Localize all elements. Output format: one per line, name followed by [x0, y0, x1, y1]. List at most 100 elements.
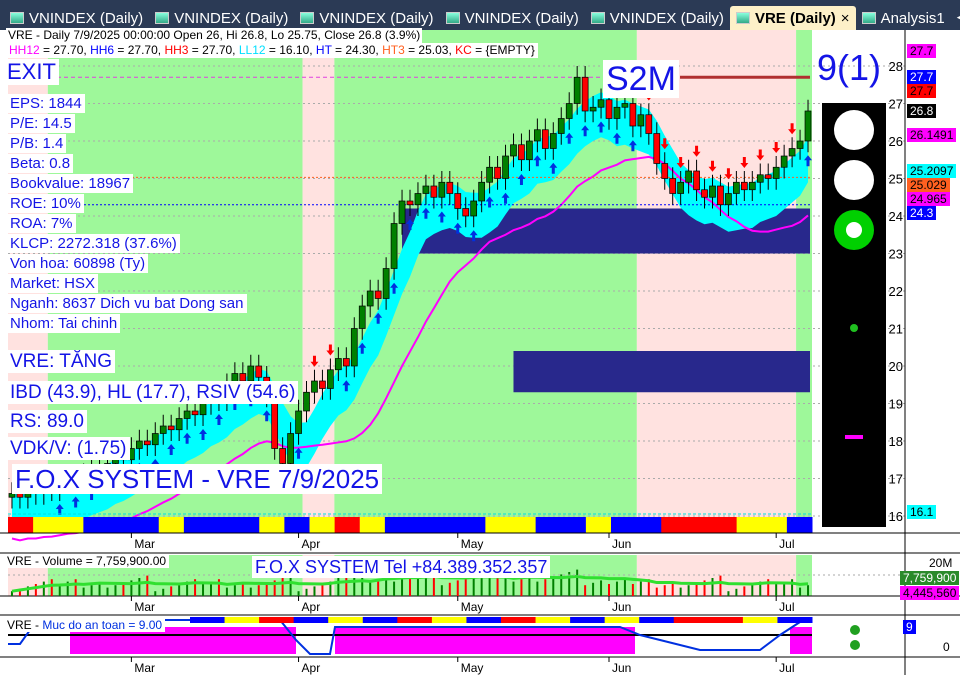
support-line: [11, 155, 809, 542]
buy-arrow-icon: [214, 414, 223, 425]
safety-strip-segment: [293, 617, 329, 623]
candle-body: [669, 178, 677, 194]
tab-1[interactable]: VNINDEX (Daily): [149, 6, 294, 30]
candle-body: [486, 166, 493, 183]
price-tag: 25.2097: [907, 163, 957, 178]
volume-pane-title: VRE - Volume = 7,759,900.00: [4, 554, 170, 568]
month-label: May: [461, 661, 484, 675]
candle-body: [422, 185, 430, 194]
candle-body: [175, 418, 183, 431]
buy-arrow-icon: [612, 132, 621, 144]
candle-body: [645, 114, 653, 134]
candle-body: [159, 425, 167, 434]
pane-ticker: VRE -: [7, 618, 43, 632]
chart-icon: [155, 12, 170, 24]
y-tick-label: 26: [889, 134, 903, 149]
price-tag: 27.7: [907, 84, 937, 99]
candle-body: [327, 369, 334, 389]
status-strip-segment: [686, 517, 712, 533]
safety-strip-segment: [708, 617, 744, 623]
candle-body: [756, 174, 764, 183]
safety-axis-label: 0: [943, 640, 950, 654]
candle-body: [597, 99, 605, 108]
buy-arrow-icon: [565, 132, 574, 144]
tab-label: VNINDEX (Daily): [464, 9, 579, 27]
buy-arrow-icon: [501, 192, 510, 204]
candle-body: [239, 373, 247, 382]
tab-label: VNINDEX (Daily): [174, 9, 289, 27]
candle-body: [295, 410, 302, 434]
tab-5[interactable]: VRE (Daily) ×: [729, 6, 856, 30]
chart-icon: [445, 12, 460, 24]
tab-label: VNINDEX (Daily): [29, 9, 144, 27]
candle-body: [199, 403, 207, 416]
fundamental-9: Market: HSX: [7, 274, 99, 293]
tab-scroll-buttons[interactable]: ◂▸▾: [951, 9, 960, 30]
safety-fill: [335, 627, 635, 654]
fundamental-6: ROA: 7%: [7, 214, 76, 233]
candle-body: [311, 380, 318, 393]
chart-window[interactable]: 16 17 18 19 20 21 22 23 24 25 26 27 28 Mar Mar Mar Apr Ap…: [0, 28, 960, 675]
close-icon[interactable]: ×: [840, 9, 850, 27]
candle-body: [510, 144, 517, 157]
safety-strip-segment: [190, 617, 226, 623]
status-strip-segment: [284, 517, 310, 533]
status-strip-segment: [661, 517, 687, 533]
candle-body: [502, 155, 509, 179]
buy-arrow-icon: [199, 429, 208, 440]
month-label: Jun: [612, 537, 631, 551]
buy-arrow-icon: [183, 432, 192, 444]
candle-body: [534, 129, 541, 142]
candle-body: [406, 200, 414, 206]
chart-canvas[interactable]: 16 17 18 19 20 21 22 23 24 25 26 27 28 Mar Mar Mar Apr Ap…: [0, 30, 960, 675]
price-tag: 25.029: [907, 177, 950, 192]
fundamental-0: EPS: 1844: [7, 94, 85, 113]
status-strip-segment: [636, 517, 662, 533]
tab-3[interactable]: VNINDEX (Daily): [440, 6, 585, 30]
safety-strip-segment: [535, 617, 571, 623]
safety-strip-segment: [742, 617, 778, 623]
candle-body: [494, 166, 501, 179]
candle-body: [255, 365, 263, 378]
chart-header-levels: HH12 = 27.70, HH6 = 27.70, HH3 = 27.70, …: [6, 43, 538, 58]
s2m-label: S2M: [603, 60, 679, 98]
status-strip-segment: [334, 517, 361, 533]
sell-arrow-icon: [326, 344, 335, 356]
safety-strip-segment: [777, 617, 813, 623]
candle-body: [16, 493, 24, 498]
candle-body: [151, 433, 159, 446]
status-strip-segment: [761, 517, 788, 533]
buy-arrow-icon: [533, 155, 542, 167]
candle-body: [454, 193, 462, 209]
tab-4[interactable]: VNINDEX (Daily): [585, 6, 730, 30]
tab-6[interactable]: Analysis1: [856, 6, 951, 30]
y-tick-label: 27: [889, 97, 903, 112]
sell-arrow-icon: [772, 142, 781, 153]
tab-2[interactable]: VNINDEX (Daily): [294, 6, 439, 30]
month-label: May: [461, 600, 484, 614]
buy-arrow-icon: [342, 380, 351, 392]
candle-body: [573, 76, 581, 104]
tab-0[interactable]: VNINDEX (Daily): [4, 6, 149, 30]
buy-arrow-icon: [55, 504, 64, 515]
buy-arrow-icon: [581, 125, 590, 137]
candle-body: [430, 185, 438, 198]
status-strip-segment: [560, 517, 587, 533]
buy-arrow-icon: [549, 162, 558, 174]
candle-body: [247, 365, 255, 382]
y-tick-label: 23: [889, 247, 903, 262]
level-value: = 25.03,: [404, 43, 456, 57]
buy-arrow-icon: [469, 230, 478, 242]
candle-body: [135, 440, 143, 449]
candle-body: [287, 433, 294, 464]
candle-body: [183, 410, 191, 419]
status-strip-segment: [209, 517, 235, 533]
buy-arrow-icon: [437, 211, 446, 223]
candle-body: [589, 106, 597, 112]
status-strip-segment: [786, 517, 813, 533]
buy-arrow-icon: [628, 140, 637, 152]
status-strip-segment: [309, 517, 336, 533]
month-label: Mar: [134, 600, 155, 614]
candle-body: [788, 148, 796, 157]
status-strip-segment: [359, 517, 386, 533]
